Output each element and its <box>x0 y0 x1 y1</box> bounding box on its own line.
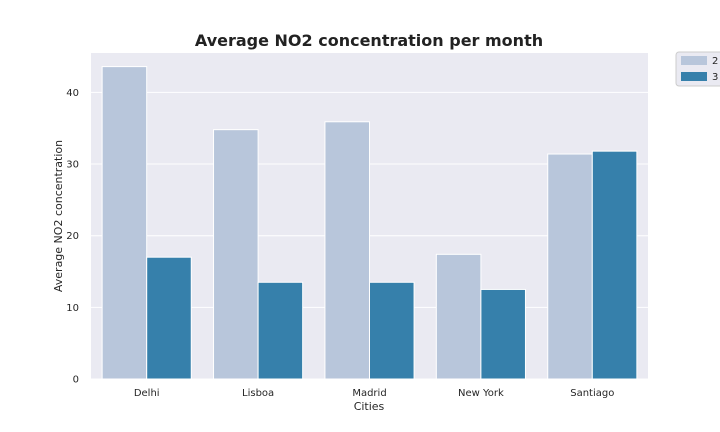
y-tick-label: 10 <box>66 303 79 314</box>
y-tick-label: 40 <box>66 88 79 99</box>
x-tick-label: Delhi <box>134 388 160 399</box>
legend-swatch <box>681 72 707 81</box>
y-axis-label: Average NO2 concentration <box>52 140 65 292</box>
bar-madrid-series-2 <box>324 121 371 380</box>
bar-delhi-series-2 <box>101 66 148 380</box>
bar-delhi-series-3 <box>146 256 192 380</box>
bar-lisboa-series-2 <box>213 129 259 380</box>
legend-label: 2 <box>712 56 718 67</box>
legend-swatch <box>681 56 707 65</box>
legend-label: 3 <box>712 72 718 83</box>
x-tick-label: Lisboa <box>242 388 274 399</box>
bar-lisboa-series-3 <box>257 281 304 380</box>
bar-new-york-series-2 <box>435 253 482 380</box>
bars <box>101 66 638 380</box>
x-tick-labels: Delhi Lisboa Madrid New York Santiago <box>134 388 615 399</box>
y-tick-label: 0 <box>73 375 79 386</box>
bar-new-york-series-3 <box>480 288 526 380</box>
x-tick-label: New York <box>458 388 504 399</box>
y-tick-label: 20 <box>66 231 79 242</box>
y-tick-labels: 0 10 20 30 40 <box>66 88 79 386</box>
x-tick-label: Santiago <box>570 388 614 399</box>
bar-madrid-series-3 <box>369 281 415 380</box>
x-axis-label: Cities <box>354 400 385 413</box>
x-tick-label: Madrid <box>352 388 386 399</box>
legend: 23 <box>675 51 720 87</box>
chart-title: Average NO2 concentration per month <box>195 31 543 50</box>
y-tick-label: 30 <box>66 160 79 171</box>
bar-santiago-series-2 <box>547 153 593 380</box>
bar-santiago-series-3 <box>591 150 638 380</box>
